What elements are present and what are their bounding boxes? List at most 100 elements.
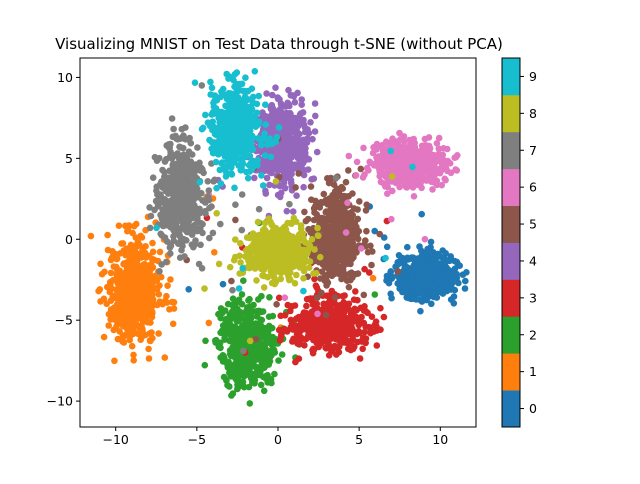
scatter-point bbox=[228, 277, 235, 285]
scatter-point bbox=[260, 387, 268, 395]
scatter-point bbox=[109, 248, 116, 255]
scatter-point bbox=[267, 218, 274, 226]
scatter-point bbox=[395, 273, 403, 281]
scatter-point bbox=[187, 139, 195, 147]
scatter-point bbox=[357, 245, 365, 252]
scatter-point bbox=[406, 136, 413, 144]
scatter-point bbox=[219, 280, 227, 288]
scatter-point bbox=[144, 318, 151, 326]
scatter-point bbox=[204, 178, 212, 185]
scatter-point bbox=[276, 166, 283, 174]
scatter-point bbox=[267, 153, 275, 161]
scatter-point bbox=[114, 300, 121, 308]
scatter-point bbox=[140, 270, 148, 277]
scatter-point bbox=[352, 270, 359, 278]
scatter-point bbox=[229, 286, 236, 294]
scatter-point bbox=[418, 210, 426, 218]
scatter-point bbox=[232, 236, 239, 243]
scatter-point bbox=[191, 241, 199, 248]
scatter-point bbox=[217, 220, 224, 228]
scatter-point bbox=[397, 158, 405, 165]
scatter-point bbox=[180, 214, 188, 222]
scatter-point bbox=[148, 276, 156, 284]
scatter-point bbox=[235, 383, 242, 390]
scatter-point bbox=[360, 291, 368, 299]
scatter-point bbox=[405, 255, 412, 263]
scatter-point bbox=[293, 271, 300, 279]
scatter-point bbox=[139, 280, 146, 288]
scatter-point bbox=[268, 352, 275, 359]
scatter-point bbox=[340, 315, 347, 322]
scatter-point bbox=[287, 316, 295, 324]
scatter-point bbox=[136, 241, 143, 249]
scatter-point bbox=[349, 229, 356, 236]
scatter-point bbox=[285, 86, 292, 94]
scatter-point bbox=[426, 145, 434, 152]
scatter-point bbox=[137, 254, 145, 261]
scatter-point bbox=[196, 178, 203, 186]
scatter-point bbox=[312, 197, 319, 205]
scatter-point bbox=[308, 176, 316, 183]
scatter-point bbox=[419, 290, 426, 297]
scatter-point bbox=[149, 248, 157, 256]
scatter-point bbox=[291, 99, 299, 106]
scatter-point bbox=[362, 207, 370, 214]
scatter-point bbox=[130, 351, 137, 359]
scatter-point bbox=[427, 272, 435, 279]
scatter-point bbox=[238, 226, 246, 234]
scatter-point bbox=[197, 241, 204, 249]
scatter-point bbox=[262, 101, 269, 108]
scatter-point bbox=[182, 124, 189, 131]
scatter-point bbox=[438, 159, 446, 167]
scatter-point bbox=[438, 166, 446, 174]
scatter-point bbox=[163, 299, 171, 306]
scatter-point bbox=[202, 111, 209, 119]
scatter-point bbox=[262, 374, 269, 382]
scatter-point bbox=[298, 322, 305, 330]
scatter-point bbox=[122, 222, 129, 230]
scatter-point bbox=[331, 209, 339, 217]
scatter-point bbox=[380, 313, 388, 321]
scatter-point bbox=[348, 308, 355, 315]
scatter-point bbox=[128, 342, 136, 350]
scatter-point bbox=[354, 206, 361, 213]
scatter-point bbox=[256, 254, 264, 262]
scatter-point bbox=[312, 282, 320, 290]
scatter-point bbox=[130, 357, 137, 364]
scatter-point bbox=[169, 320, 177, 328]
cluster-0 bbox=[185, 124, 470, 315]
scatter-point bbox=[268, 262, 276, 270]
scatter-point bbox=[297, 222, 305, 229]
scatter-point bbox=[232, 201, 239, 208]
scatter-point bbox=[345, 283, 353, 291]
scatter-point bbox=[130, 327, 137, 334]
scatter-point bbox=[427, 264, 435, 272]
scatter-point bbox=[215, 343, 223, 351]
scatter-point bbox=[384, 183, 392, 191]
scatter-point bbox=[155, 330, 162, 337]
scatter-point bbox=[245, 297, 252, 304]
scatter-point bbox=[228, 301, 236, 309]
scatter-point bbox=[198, 82, 206, 89]
scatter-point bbox=[389, 273, 396, 281]
scatter-point bbox=[363, 164, 371, 172]
scatter-point bbox=[266, 181, 273, 189]
scatter-point bbox=[298, 101, 306, 108]
scatter-point bbox=[280, 266, 288, 274]
cluster-3 bbox=[203, 214, 391, 366]
scatter-point bbox=[327, 261, 334, 269]
scatter-point bbox=[312, 112, 319, 120]
scatter-point bbox=[428, 300, 435, 308]
scatter-point bbox=[269, 312, 277, 320]
scatter-point bbox=[205, 319, 213, 327]
scatter-point bbox=[292, 240, 300, 248]
scatter-point bbox=[443, 145, 451, 153]
scatter-point bbox=[340, 192, 348, 200]
scatter-point bbox=[104, 283, 111, 291]
scatter-point bbox=[376, 230, 384, 238]
scatter-point bbox=[369, 149, 377, 157]
scatter-point bbox=[300, 275, 307, 282]
scatter-point bbox=[450, 293, 458, 300]
scatter-point bbox=[149, 174, 157, 181]
